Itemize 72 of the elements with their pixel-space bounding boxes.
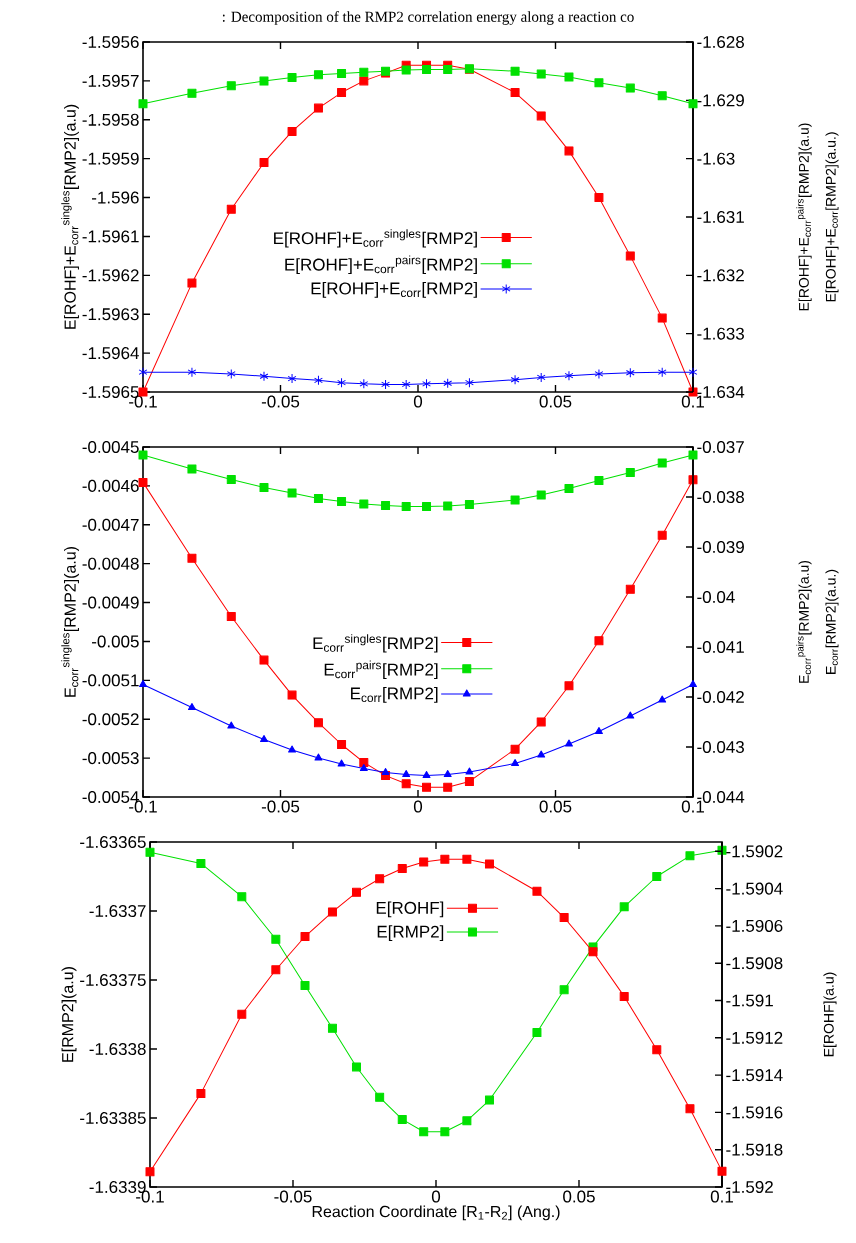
y2-tick-label: -1.5914 <box>726 1069 783 1082</box>
y2-tick-label: -1.5906 <box>726 919 783 932</box>
y2-tick-label: -1.5902 <box>726 845 783 858</box>
text: : Decomposition of the RMP2 correlation energy along a reaction co <box>222 11 634 25</box>
x-tick-label: 0.05 <box>539 800 572 813</box>
y2-tick-label: -0.041 <box>697 640 744 654</box>
y-tick-label: -0.0048 <box>82 557 139 570</box>
y2-axis-title: E$_{corr}$$^{pairs}$[RMP2](a.u) <box>796 560 812 683</box>
y-tick-label: -0.005 <box>92 635 139 648</box>
y2-tick-label: -1.5912 <box>726 1031 783 1044</box>
y-tick-label: -1.5961 <box>82 230 139 243</box>
legend-label: E$_{corr}$$^{pairs}$[RMP2] <box>324 660 438 680</box>
y-tick-label: -0.0052 <box>82 713 139 726</box>
y-tick-label: -1.5957 <box>82 74 139 87</box>
y2-axis-title: E[ROHF](a.u) <box>823 972 837 1057</box>
y2-tick-label: -0.037 <box>697 440 744 454</box>
y2-tick-label: -1.63 <box>697 152 735 165</box>
y-tick-label: -1.63375 <box>80 973 146 987</box>
y2-tick-label: -1.628 <box>697 35 744 49</box>
y2-axis-title: E[ROHF]+E$_{corr}$$^{pairs}$[RMP2](a.u) <box>796 123 812 311</box>
y-axis-title: E[ROHF]+E$_{corr}$$^{singles}$[RMP2](a.u) <box>61 104 79 329</box>
y2-tick-label: -1.5918 <box>726 1143 783 1156</box>
x-tick-label: 0 <box>413 800 423 813</box>
y-tick-label: -1.5964 <box>82 347 139 360</box>
y-tick-label: -1.5962 <box>82 269 139 282</box>
y-tick-label: -1.6337 <box>89 904 146 918</box>
y-tick-label: -1.5956 <box>82 35 139 49</box>
y-tick-label: -0.0051 <box>82 674 139 687</box>
y2-tick-label: -1.633 <box>697 327 744 340</box>
y2-tick-label: -1.5908 <box>726 957 783 970</box>
y2-tick-label: -1.629 <box>697 94 744 107</box>
legend-label: E[ROHF]+E$_{corr}$$^{singles}$[RMP2] <box>274 229 477 248</box>
y-tick-label: -1.63385 <box>80 1111 146 1125</box>
x-tick-label: -0.05 <box>261 395 300 408</box>
text: E[ROHF]+E$_{corr}$[RMP2](a.u.) <box>825 132 839 302</box>
y-tick-label: -0.0049 <box>82 596 139 609</box>
y-tick-label: -1.5959 <box>82 152 139 165</box>
y-axis-title: E$_{corr}$$^{singles}$[RMP2](a.u) <box>61 546 79 697</box>
y-tick-label: -1.5963 <box>82 308 139 321</box>
x-tick-label: 0.05 <box>563 1190 595 1203</box>
legend-label: E$_{corr}$[RMP2] <box>351 686 438 703</box>
y2-tick-label: -0.038 <box>697 490 744 504</box>
y-tick-label: -1.596 <box>92 191 139 204</box>
y-tick-label: -0.0045 <box>82 440 139 454</box>
text: E$_{corr}$[RMP2](a.u.) <box>825 569 839 674</box>
y2-tick-label: -1.631 <box>697 210 744 224</box>
y2-tick-label: -1.632 <box>697 269 744 282</box>
y2-tick-label: -0.039 <box>697 540 744 554</box>
y-tick-label: -1.63365 <box>80 835 146 849</box>
x-tick-label: -0.05 <box>274 1190 312 1203</box>
x-tick-label: 0.05 <box>539 395 572 408</box>
x-tick-label: 0 <box>413 395 423 408</box>
y-tick-label: -1.6338 <box>89 1042 146 1056</box>
x-tick-label: -0.05 <box>261 800 300 813</box>
y2-tick-label: -0.042 <box>697 690 744 704</box>
y2-tick-label: -1.591 <box>726 994 773 1007</box>
x-tick-label: 0 <box>431 1190 441 1203</box>
y-tick-label: -0.0047 <box>82 518 139 531</box>
y-tick-label: -1.5958 <box>82 113 139 126</box>
y-axis-title: E[RMP2](a.u) <box>61 967 77 1062</box>
legend-label: E[ROHF]+E$_{corr}$$^{pairs}$[RMP2] <box>285 255 477 275</box>
y2-tick-label: -0.04 <box>697 590 735 604</box>
x-axis-title: Reaction Coordinate [R$_{1}$-R$_{2}$] (Ang.) <box>312 1205 560 1221</box>
legend-label: E[RMP2] <box>377 925 444 942</box>
y-tick-label: -0.0053 <box>82 752 139 765</box>
legend-label: E$_{corr}$$^{singles}$[RMP2] <box>313 634 438 653</box>
y2-tick-label: -0.043 <box>697 740 744 754</box>
legend-label: E[ROHF] <box>376 901 444 918</box>
y2-tick-label: -1.5904 <box>726 882 783 895</box>
legend-label: E[ROHF]+E$_{corr}$[RMP2] <box>311 281 477 298</box>
y2-tick-label: -1.5916 <box>726 1106 783 1119</box>
y-tick-label: -0.0046 <box>82 479 139 492</box>
